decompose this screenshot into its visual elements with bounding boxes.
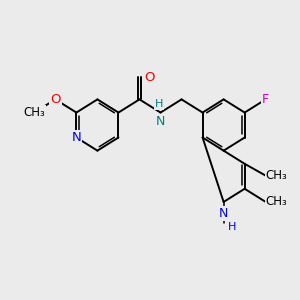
Text: CH₃: CH₃ [266, 169, 287, 182]
Text: O: O [50, 93, 61, 106]
Text: H: H [155, 99, 164, 110]
Text: N: N [71, 131, 81, 144]
Text: F: F [262, 93, 269, 106]
Text: CH₃: CH₃ [266, 195, 287, 208]
Text: N: N [156, 115, 165, 128]
Text: N: N [219, 207, 228, 220]
Text: O: O [144, 70, 155, 83]
Text: H: H [228, 222, 237, 232]
Text: CH₃: CH₃ [23, 106, 45, 119]
